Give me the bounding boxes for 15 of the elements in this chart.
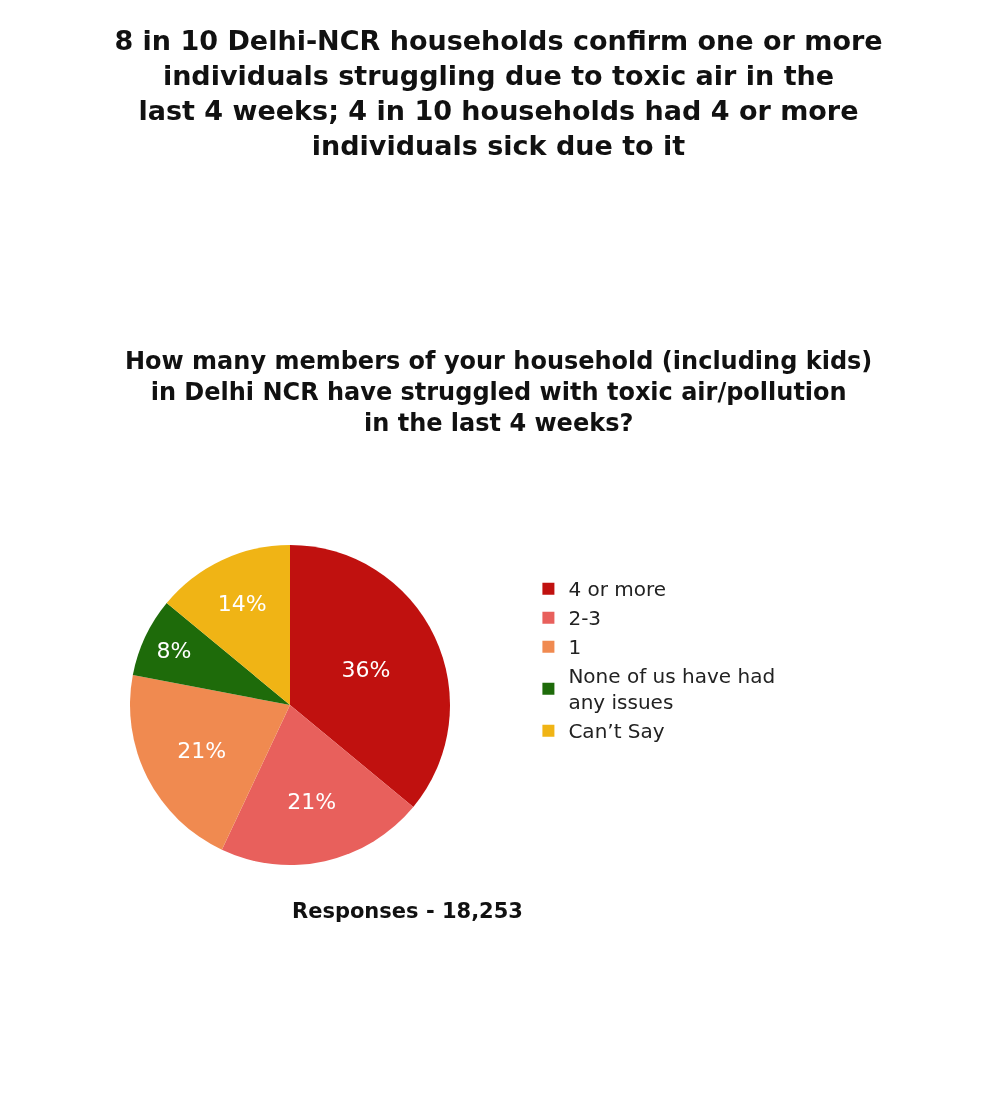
pie-slice bbox=[130, 675, 290, 850]
data-label: 21% bbox=[177, 737, 227, 763]
chart-subtitle: How many members of your household (including kids) in Delhi NCR have struggled with toxic air/pollution in the last 4 weeks? bbox=[125, 347, 873, 438]
legend-label: 2-3 bbox=[568, 606, 602, 631]
pie-slice bbox=[290, 545, 450, 807]
text: Responses - 18,253 bbox=[292, 899, 523, 923]
data-label: 8% bbox=[156, 637, 192, 663]
legend-label: 1 bbox=[568, 635, 582, 660]
data-label: 14% bbox=[217, 590, 267, 616]
legend-label: Can’t Say bbox=[568, 719, 665, 744]
legend-label: None of us have had any issues bbox=[568, 664, 776, 715]
chart-title: 8 in 10 Delhi-NCR households confirm one or more individuals struggling due to toxic air in the last 4 weeks; 4 in 10 households had 4 or more individuals sick due to it bbox=[114, 25, 883, 162]
data-label: 21% bbox=[287, 789, 337, 815]
data-label: 36% bbox=[341, 656, 391, 682]
legend-label: 4 or more bbox=[568, 577, 667, 602]
